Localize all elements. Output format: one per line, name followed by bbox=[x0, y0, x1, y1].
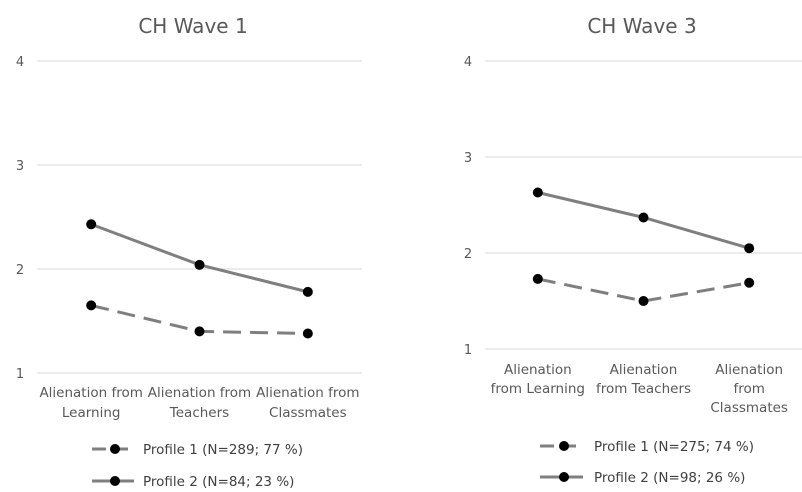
y-tick-label: 1 bbox=[16, 367, 24, 382]
legend-entry-2: Profile 2 (N=84; 23 %) bbox=[92, 474, 294, 490]
data-point bbox=[86, 300, 97, 311]
data-point bbox=[302, 328, 313, 339]
legend-entry-1: Profile 1 (N=289; 77 %) bbox=[92, 442, 303, 458]
data-point bbox=[86, 219, 97, 230]
chart-panel-2: CH Wave 3 1 2 3 4 Alienation from Learning Alie… bbox=[464, 14, 802, 486]
x-tick-label: Alienation from Learning bbox=[39, 385, 142, 421]
x-tick-label: Alienation from Learning bbox=[491, 362, 585, 397]
chart-title: CH Wave 1 bbox=[138, 14, 247, 38]
y-tick-label: 2 bbox=[464, 247, 472, 262]
y-tick-label: 3 bbox=[464, 151, 472, 166]
x-tick-label: Alienation from Teachers bbox=[596, 362, 691, 397]
legend-marker bbox=[110, 476, 120, 486]
data-point bbox=[302, 286, 313, 297]
data-point bbox=[194, 326, 205, 337]
legend-label: Profile 2 (N=98; 26 %) bbox=[594, 470, 745, 486]
series-line-1 bbox=[537, 277, 750, 303]
x-tick-label: Alienation from Classmates bbox=[710, 362, 788, 416]
data-point bbox=[532, 273, 543, 284]
y-tick-label: 4 bbox=[16, 55, 24, 70]
legend-label: Profile 2 (N=84; 23 %) bbox=[143, 474, 294, 490]
legend-entry-2: Profile 2 (N=98; 26 %) bbox=[540, 470, 745, 486]
data-point bbox=[744, 243, 755, 254]
y-tick-label: 4 bbox=[464, 55, 472, 70]
legend-label: Profile 1 (N=289; 77 %) bbox=[143, 442, 303, 458]
data-point bbox=[638, 296, 649, 306]
legend-entry-1: Profile 1 (N=275; 74 %) bbox=[540, 439, 754, 455]
data-point bbox=[744, 277, 755, 288]
legend-marker bbox=[110, 444, 120, 454]
x-tick-label: Alienation from Classmates bbox=[256, 385, 359, 421]
legend-marker bbox=[559, 472, 569, 482]
data-point bbox=[194, 259, 205, 270]
series-line-2 bbox=[90, 222, 309, 294]
data-point bbox=[532, 187, 543, 198]
legend-marker bbox=[559, 441, 569, 451]
chart-title: CH Wave 3 bbox=[587, 14, 696, 38]
x-tick-label: Alienation from Teachers bbox=[148, 385, 251, 421]
data-point bbox=[638, 212, 649, 223]
y-tick-label: 3 bbox=[16, 159, 24, 174]
legend-label: Profile 1 (N=275; 74 %) bbox=[594, 439, 754, 455]
y-tick-label: 1 bbox=[464, 343, 472, 358]
y-tick-label: 2 bbox=[16, 263, 24, 278]
